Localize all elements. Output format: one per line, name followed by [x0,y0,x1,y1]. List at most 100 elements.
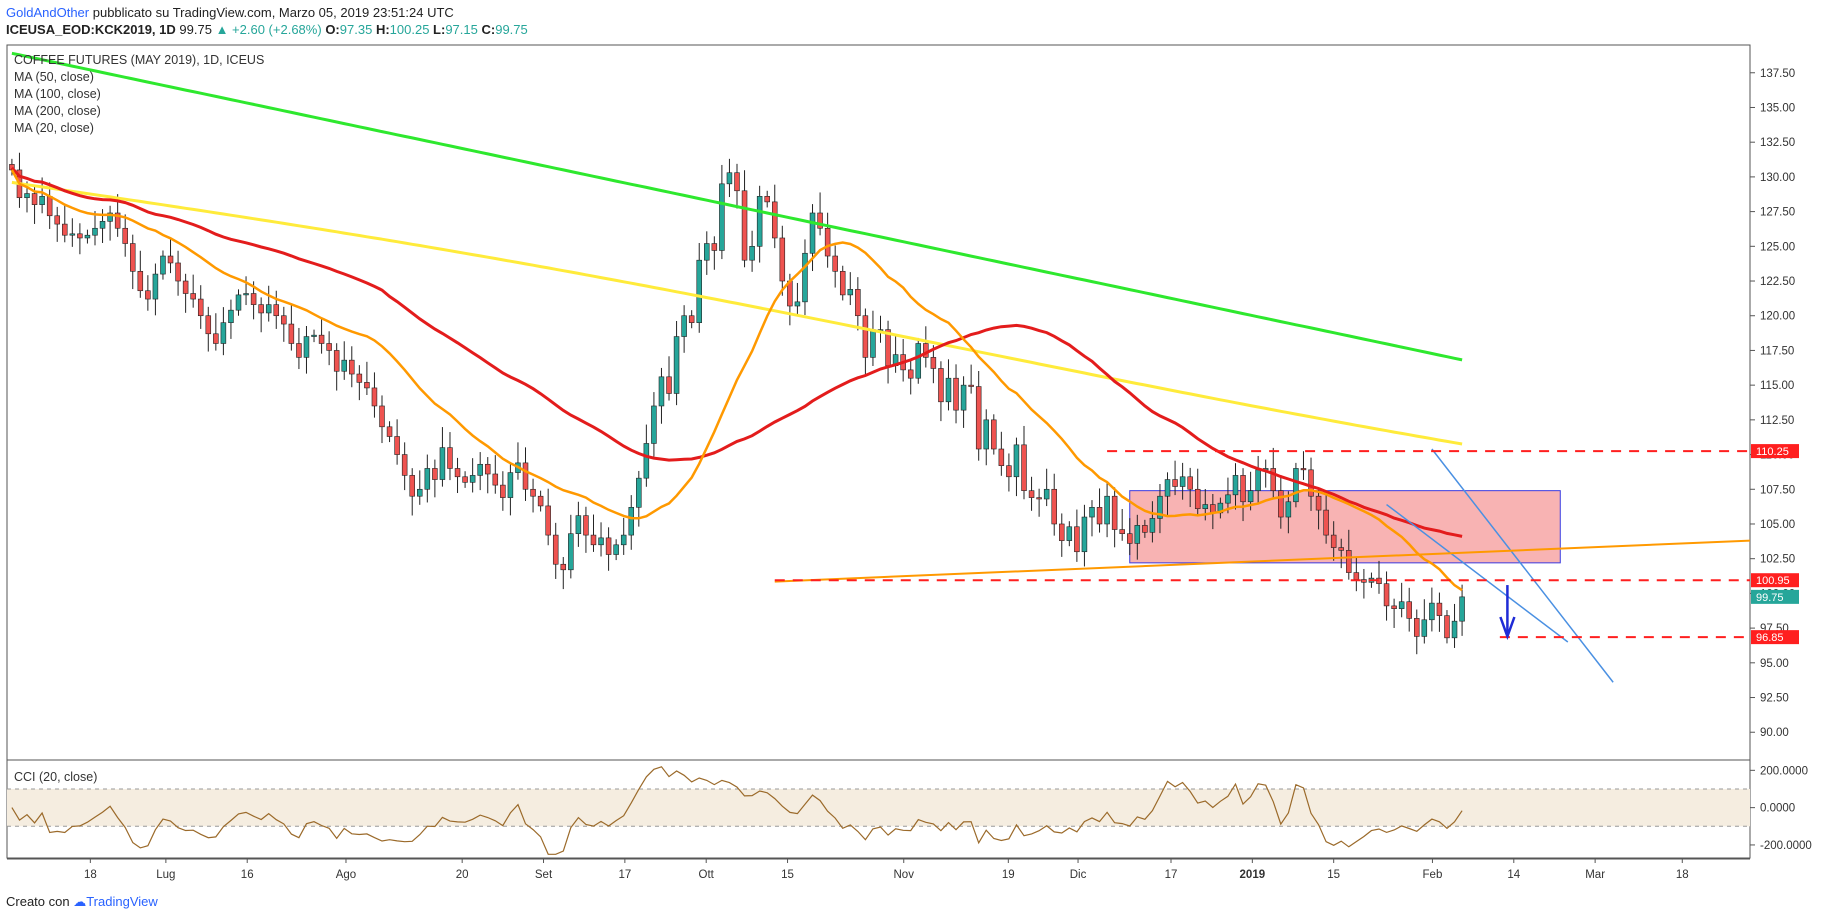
candle-body [1398,601,1405,609]
legend-ma50[interactable]: MA (50, close) [14,70,94,84]
candle-body [907,369,914,379]
y-tick-label: 105.00 [1760,519,1795,531]
candle-body [160,255,166,275]
candle-body [1429,602,1435,621]
y-tick-label: 137.50 [1760,68,1795,80]
candle-body [1066,526,1073,541]
candle-body [953,377,959,411]
candle-body [1315,495,1322,511]
x-tick-label: Feb [1423,869,1443,881]
tradingview-link[interactable]: TradingView [86,894,158,909]
legend-ma20[interactable]: MA (20, close) [14,121,94,135]
candle-body [39,196,45,205]
candle-body [77,233,83,239]
support-trendline [774,539,1751,583]
candle-body [1149,518,1156,533]
ma50-line [10,166,1463,538]
x-tick-label: 18 [1676,869,1689,881]
price-change: ▲ +2.60 (+2.68%) [215,22,322,37]
y-tick-label: 115.00 [1760,380,1794,392]
candle-body [265,304,272,314]
candle-body [197,298,204,317]
cci-tick-label: -200.0000 [1760,840,1812,852]
candle-body [839,271,846,296]
candle-body [945,377,952,403]
candle-body [454,468,461,478]
y-tick-label: 117.50 [1760,345,1794,357]
candle-body [326,343,332,351]
candle-body [862,315,869,358]
candle-body [1187,476,1193,490]
candle-body [1459,596,1465,622]
candle-body [228,309,234,323]
cci-band [7,788,1750,827]
candle-body [349,359,355,375]
author-link[interactable]: GoldAndOther [6,5,90,20]
x-tick-label: 19 [1002,869,1015,881]
candle-body [213,333,219,344]
candle-body [817,212,823,229]
candle-body [824,227,831,257]
low-value: 97.15 [445,22,478,37]
close-value: 99.75 [495,22,528,37]
candle-body [288,323,295,344]
open-value: 97.35 [339,22,373,37]
ma100-line [11,180,1463,446]
candle-body [500,484,506,498]
x-tick-label: 14 [1507,869,1520,881]
symbol-line: ICEUSA_EOD:KCK2019, 1D 99.75 ▲ +2.60 (+2… [6,21,528,38]
x-tick-label: Mar [1585,869,1605,881]
candle-body [424,468,431,490]
candle-body [394,436,400,455]
last-price: 99.75 [179,22,212,37]
candle-body [99,221,106,229]
candle-body [1421,619,1428,637]
candle-body [1089,507,1095,518]
candle-body [462,476,468,483]
y-tick-label: 112.50 [1760,415,1794,427]
cci-legend[interactable]: CCI (20, close) [14,770,98,784]
high-value: 100.25 [389,22,430,37]
candle-body [507,472,514,498]
candle-body [296,343,302,358]
candle-body [870,329,876,358]
price-label: 96.85 [1756,632,1784,644]
candle-body [1451,620,1458,639]
candle-body [1157,495,1163,519]
candle-body [764,196,770,203]
candle-body [137,271,144,292]
candle-body [1278,490,1284,518]
candle-body [1126,533,1133,544]
candle-body [1104,495,1110,525]
candle-body [583,515,589,536]
candle-body [1353,572,1360,580]
candle-body [92,227,98,236]
candle-body [741,190,748,261]
candle-body [1406,601,1412,619]
price-label: 99.75 [1756,592,1784,604]
candle-body [855,289,861,317]
legend-ma100[interactable]: MA (100, close) [14,87,101,101]
candle-body [704,243,710,261]
candle-body [447,447,453,469]
candle-body [62,223,68,236]
candle-body [1247,490,1254,503]
low-label: L: [433,22,446,37]
y-tick-label: 130.00 [1760,172,1795,184]
candle-body [167,255,174,264]
created-with: Creato con [6,894,70,909]
x-tick-label: 20 [456,869,469,881]
legend-ma200[interactable]: MA (200, close) [14,104,101,118]
candle-body [243,293,249,296]
y-tick-label: 120.00 [1760,311,1795,323]
x-tick-label: 16 [241,869,254,881]
candle-body [235,294,242,311]
y-tick-label: 135.00 [1760,102,1795,114]
x-tick-label: Lug [156,869,175,881]
candle-body [628,507,635,536]
price-label: 110.25 [1756,446,1789,458]
candle-body [938,368,944,403]
candle-body [484,463,491,475]
footer: Creato con ☁TradingView [6,894,158,910]
